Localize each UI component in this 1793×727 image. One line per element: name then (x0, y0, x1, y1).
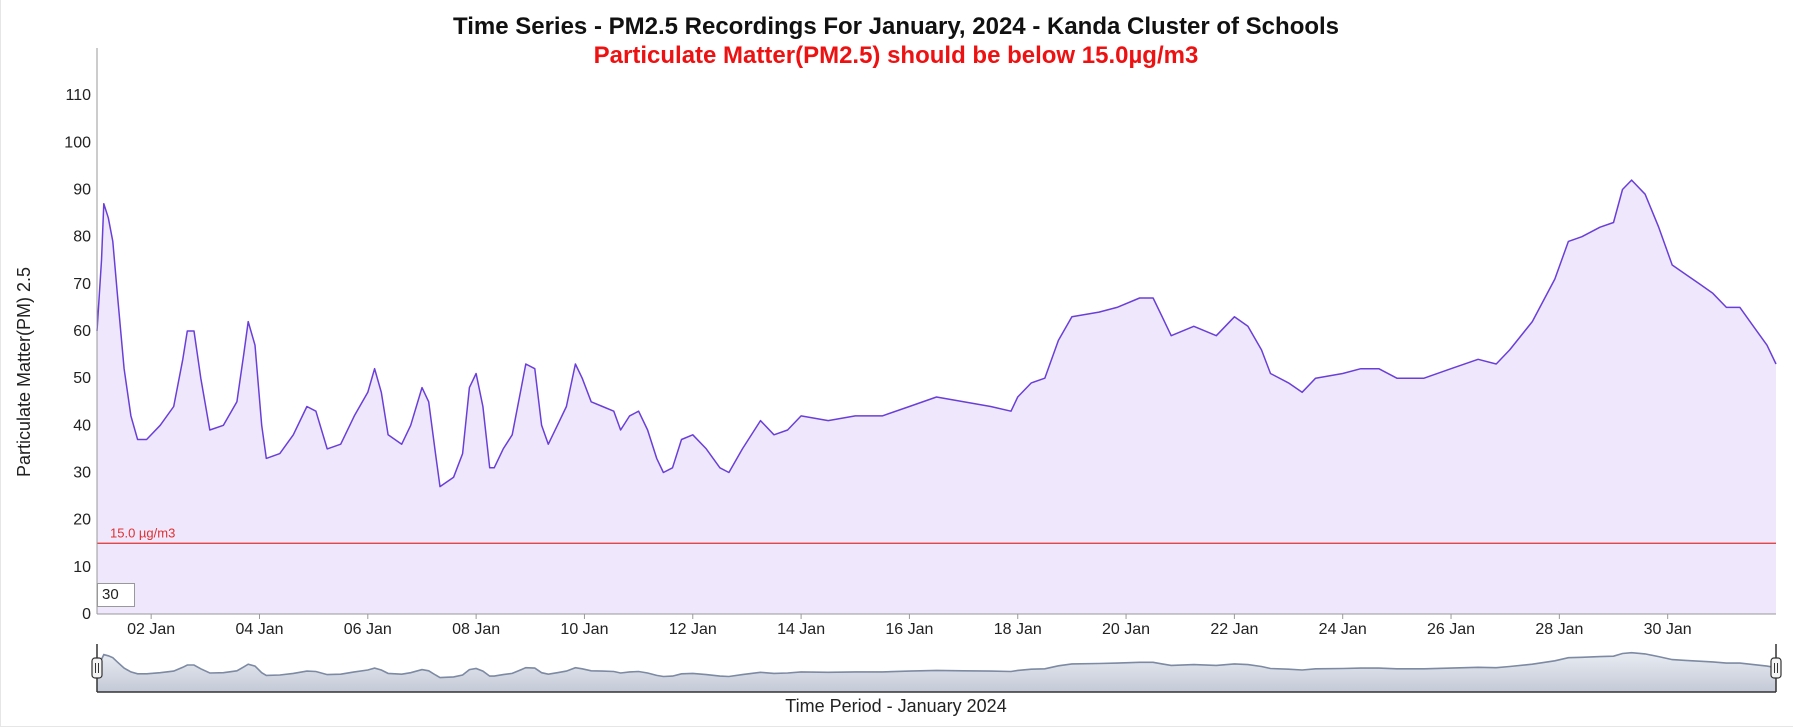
x-tick-label: 14 Jan (777, 621, 825, 638)
x-tick-label: 16 Jan (885, 621, 933, 638)
plot-area: 15.0 µg/m3 (96, 179, 1777, 614)
pm25-series-line (96, 179, 1777, 488)
x-tick-label: 02 Jan (127, 621, 175, 638)
x-tick-label: 18 Jan (994, 621, 1042, 638)
y-tick-label: 0 (82, 606, 91, 623)
x-tick-label: 24 Jan (1319, 621, 1367, 638)
y-tick-label: 20 (73, 512, 91, 529)
y-axis: 0 10 20 30 40 50 60 70 80 90 100 110 (64, 48, 98, 623)
y-tick-label: 50 (73, 370, 91, 387)
y-tick-label: 40 (73, 417, 91, 434)
y-axis-label: Particulate Matter(PM) 2.5 (14, 267, 34, 477)
y-tick-label: 100 (64, 134, 91, 151)
chart-title: Time Series - PM2.5 Recordings For Janua… (453, 13, 1339, 40)
y-tick-label: 90 (73, 182, 91, 199)
x-tick-label: 20 Jan (1102, 621, 1150, 638)
navigator-line (96, 651, 1777, 679)
y-tick-label: 10 (73, 559, 91, 576)
x-tick-label: 10 Jan (560, 621, 608, 638)
x-axis-label: Time Period - January 2024 (785, 696, 1006, 716)
x-tick-label: 28 Jan (1535, 621, 1583, 638)
threshold-label: 15.0 µg/m3 (110, 525, 175, 540)
range-navigator[interactable] (91, 644, 1782, 693)
x-tick-label: 30 Jan (1644, 621, 1692, 638)
chart-subtitle: Particulate Matter(PM2.5) should be belo… (594, 42, 1199, 69)
navigator-left-handle[interactable] (91, 657, 103, 679)
x-tick-label: 04 Jan (235, 621, 283, 638)
x-tick-label: 06 Jan (344, 621, 392, 638)
y-tick-label: 80 (73, 229, 91, 246)
x-tick-label: 22 Jan (1210, 621, 1258, 638)
y-tick-label: 110 (65, 87, 91, 104)
x-tick-label: 08 Jan (452, 621, 500, 638)
navigator-right-handle[interactable] (1770, 657, 1782, 679)
y-tick-label: 60 (73, 323, 91, 340)
y-tick-label: 70 (73, 276, 91, 293)
x-tick-label: 12 Jan (669, 621, 717, 638)
rolling-period-input[interactable]: 30 (97, 583, 135, 607)
navigator-area (97, 652, 1776, 692)
x-tick-label: 26 Jan (1427, 621, 1475, 638)
y-tick-label: 30 (73, 465, 91, 482)
x-axis: 02 Jan 04 Jan 06 Jan 08 Jan 10 Jan 12 Jan 14 J… (97, 613, 1776, 638)
